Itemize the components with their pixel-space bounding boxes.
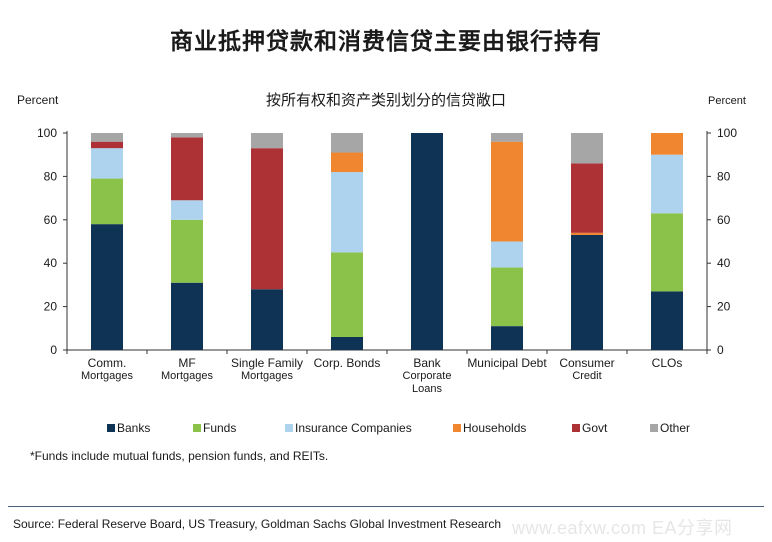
bar-segment-households [331, 152, 363, 173]
bar-segment-insurance-companies [491, 241, 523, 268]
bar-segment-funds [171, 219, 203, 283]
bar-segment-other [251, 133, 283, 149]
bar-segment-banks [491, 326, 523, 350]
bar-segment-other [491, 133, 523, 142]
bar-segment-funds [331, 252, 363, 337]
bar-segment-govt [91, 141, 123, 149]
y-tick-label-left: 40 [44, 256, 58, 270]
bar-segment-other [171, 133, 203, 138]
y-tick-label-right: 40 [717, 256, 731, 270]
x-tick-label: CLOs [651, 356, 683, 370]
bar-segment-govt [571, 163, 603, 233]
x-tick-label: MF Mortgages [161, 356, 213, 383]
legend-label: Insurance Companies [295, 421, 412, 435]
bar-segment-banks [91, 224, 123, 350]
bar-segment-households [491, 141, 523, 242]
y-axis-unit-right: Percent [708, 95, 746, 107]
bar-segment-households [571, 232, 603, 235]
bar-segment-banks [171, 282, 203, 350]
y-axis-unit-left: Percent [17, 93, 59, 107]
legend-label: Households [463, 421, 527, 435]
chart-subtitle: 按所有权和资产类别划分的信贷敞口 [265, 91, 506, 109]
bar-segment-other [571, 133, 603, 164]
legend-label: Other [660, 421, 691, 435]
chart-title: 商业抵押贷款和消费信贷主要由银行持有 [170, 28, 602, 55]
bar-segment-banks [331, 336, 363, 350]
y-tick-label-left: 80 [44, 169, 58, 183]
bar-segment-banks [251, 289, 283, 350]
legend-swatch [650, 424, 658, 432]
legend-swatch [193, 424, 201, 432]
source-note: Source: Federal Reserve Board, US Treasu… [13, 517, 501, 531]
bar-segment-banks [571, 234, 603, 350]
bar-segment-govt [251, 148, 283, 290]
legend-label: Funds [203, 421, 237, 435]
y-tick-label-right: 100 [717, 126, 737, 140]
bar-segment-govt [171, 137, 203, 201]
footer-divider [8, 506, 764, 507]
footnote: *Funds include mutual funds, pension fun… [30, 449, 329, 463]
x-tick-label: Comm. Mortgages [81, 356, 133, 383]
bar-segment-insurance-companies [651, 154, 683, 214]
y-tick-label-left: 60 [44, 213, 58, 227]
x-tick-label: Municipal Debt [467, 356, 547, 370]
legend-swatch [572, 424, 580, 432]
watermark: www.eafxw.com EA分享网 [512, 518, 733, 538]
bar-segment-funds [651, 213, 683, 292]
bar-segment-banks [651, 291, 683, 350]
y-tick-label-right: 60 [717, 213, 731, 227]
legend-label: Banks [117, 421, 151, 435]
bar-segment-insurance-companies [91, 148, 123, 179]
bar-segment-households [651, 133, 683, 155]
legend-swatch [453, 424, 461, 432]
y-tick-label-left: 100 [37, 126, 57, 140]
legend-swatch [285, 424, 293, 432]
x-tick-label: Corp. Bonds [313, 356, 381, 370]
y-tick-label-left: 0 [50, 343, 57, 357]
legend-swatch [107, 424, 115, 432]
stacked-bar-chart: 0 0 20 20 40 40 60 60 80 80 100 100 [37, 126, 737, 357]
bar-segment-funds [491, 267, 523, 327]
bar-segment-insurance-companies [331, 172, 363, 253]
y-tick-label-right: 80 [717, 169, 731, 183]
bar-segment-other [91, 133, 123, 142]
bar-segment-banks [411, 133, 443, 350]
y-tick-label-right: 0 [717, 343, 724, 357]
y-tick-label-right: 20 [717, 300, 731, 314]
legend-label: Govt [582, 421, 608, 435]
bar-segment-funds [91, 178, 123, 225]
x-tick-label: Single Family Mortgages [230, 356, 304, 383]
x-tick-label: Consumer Credit [559, 356, 615, 383]
chart-legend: Banks Funds Insurance Companies Households G… [0, 421, 772, 437]
bar-segment-insurance-companies [171, 200, 203, 220]
x-tick-label: Bank Corporate Loans [402, 356, 452, 396]
bar-segment-other [331, 133, 363, 153]
y-tick-label-left: 20 [44, 300, 58, 314]
